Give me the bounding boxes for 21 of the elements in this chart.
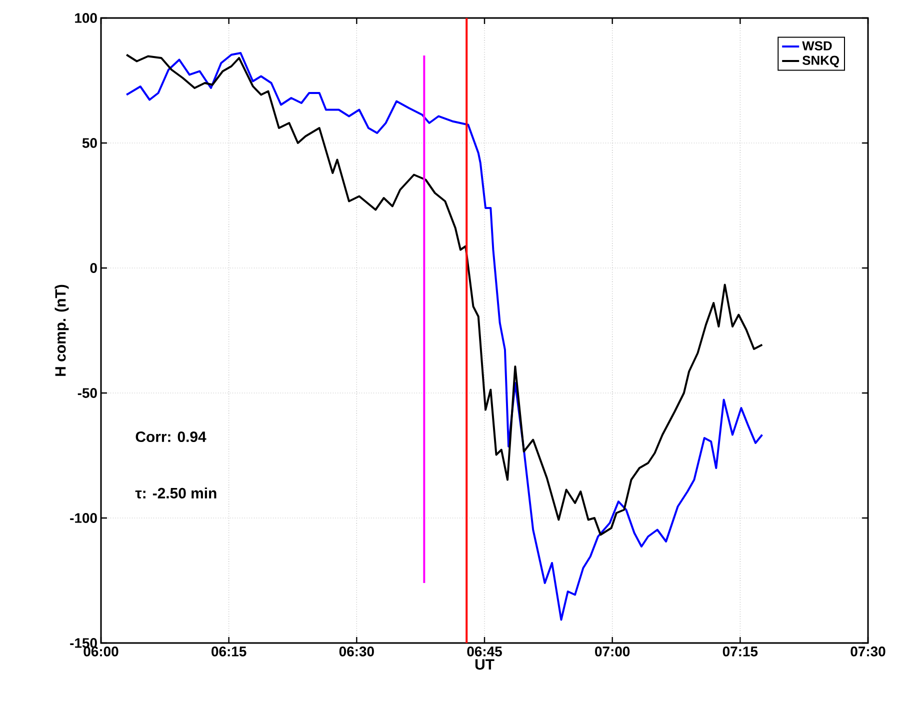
legend-label: SNKQ: [802, 56, 839, 68]
line-series: [126, 52, 764, 621]
annotation: Corr: 0.94: [136, 431, 206, 442]
x-tick-label: 06:15: [212, 646, 246, 656]
legend-label: WSD: [802, 41, 832, 50]
y-tick-label: -100: [70, 513, 97, 523]
x-tick-label: 07:30: [850, 646, 886, 656]
y-tick-label: 0: [90, 263, 97, 273]
line-series: [126, 54, 764, 536]
y-axis-title: H comp. (nT): [54, 284, 69, 376]
x-tick-label: 06:30: [339, 646, 374, 656]
y-tick-label: 50: [82, 138, 97, 148]
y-tick-label: 100: [75, 13, 97, 23]
x-axis-title: UT: [475, 659, 494, 670]
y-tick-label: -50: [78, 388, 97, 398]
annotation: τ: -2.50 min: [135, 488, 216, 498]
x-tick-label: 06:00: [84, 646, 118, 656]
x-tick-label: 07:00: [595, 646, 630, 656]
y-tick-label: -150: [70, 638, 97, 648]
x-tick-label: 06:45: [467, 646, 502, 656]
x-tick-label: 07:15: [722, 646, 758, 656]
